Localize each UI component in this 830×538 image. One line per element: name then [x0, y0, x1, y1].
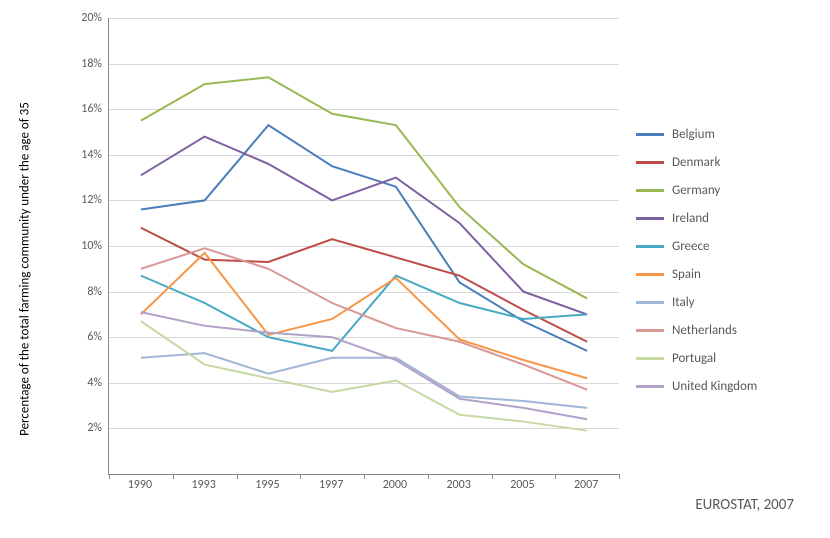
series-line — [141, 353, 587, 408]
y-axis-label: Percentage of the total farming communit… — [18, 29, 33, 509]
x-tick-label: 2003 — [446, 478, 470, 492]
legend-swatch — [636, 273, 664, 276]
legend-swatch — [636, 329, 664, 332]
legend-item: Greece — [636, 232, 806, 260]
legend-swatch — [636, 245, 664, 248]
series-line — [141, 137, 587, 315]
legend-label: Germany — [672, 183, 720, 198]
y-tick-label: 8% — [70, 285, 102, 299]
legend-label: Ireland — [672, 211, 709, 226]
y-tick-label: 14% — [70, 148, 102, 162]
legend-swatch — [636, 133, 664, 136]
series-line — [141, 77, 587, 298]
y-axis-ticks: 2%4%6%8%10%12%14%16%18%20% — [70, 18, 108, 474]
legend-swatch — [636, 357, 664, 360]
series-line — [141, 228, 587, 342]
x-tick-label: 1997 — [319, 478, 343, 492]
y-tick-label: 6% — [70, 330, 102, 344]
x-axis-ticks: 1990 1993 1995 1997 2000 2003 2005 2007 — [108, 474, 618, 494]
legend-item: Denmark — [636, 148, 806, 176]
legend-item: Italy — [636, 288, 806, 316]
line-chart: Percentage of the total farming communit… — [0, 0, 830, 538]
legend: Belgium Denmark Germany Ireland Greece Spain I… — [636, 120, 806, 400]
legend-item: Spain — [636, 260, 806, 288]
source-label: EUROSTAT, 2007 — [695, 496, 794, 514]
x-tick-label: 1993 — [191, 478, 215, 492]
legend-item: Netherlands — [636, 316, 806, 344]
y-tick-label: 12% — [70, 193, 102, 207]
legend-label: Netherlands — [672, 323, 737, 338]
x-tick-label: 1995 — [255, 478, 279, 492]
legend-item: Ireland — [636, 204, 806, 232]
x-tick-label: 2007 — [574, 478, 598, 492]
x-tick-mark — [619, 474, 620, 479]
legend-swatch — [636, 385, 664, 388]
legend-item: United Kingdom — [636, 372, 806, 400]
legend-item: Germany — [636, 176, 806, 204]
legend-label: United Kingdom — [672, 379, 757, 394]
legend-swatch — [636, 301, 664, 304]
series-line — [141, 125, 587, 351]
x-tick-label: 1990 — [128, 478, 152, 492]
legend-swatch — [636, 189, 664, 192]
plot-area — [108, 18, 619, 475]
legend-label: Spain — [672, 267, 701, 282]
legend-label: Greece — [672, 239, 709, 254]
y-tick-label: 20% — [70, 11, 102, 25]
series-line — [141, 321, 587, 430]
legend-label: Belgium — [672, 127, 715, 142]
legend-label: Italy — [672, 295, 695, 310]
x-tick-label: 2005 — [510, 478, 534, 492]
y-tick-label: 10% — [70, 239, 102, 253]
y-tick-label: 4% — [70, 376, 102, 390]
legend-swatch — [636, 161, 664, 164]
legend-item: Belgium — [636, 120, 806, 148]
legend-label: Denmark — [672, 155, 720, 170]
legend-label: Portugal — [672, 351, 716, 366]
y-tick-label: 16% — [70, 102, 102, 116]
legend-swatch — [636, 217, 664, 220]
x-tick-label: 2000 — [383, 478, 407, 492]
chart-lines — [109, 18, 619, 474]
legend-item: Portugal — [636, 344, 806, 372]
y-tick-label: 18% — [70, 57, 102, 71]
y-tick-label: 2% — [70, 421, 102, 435]
